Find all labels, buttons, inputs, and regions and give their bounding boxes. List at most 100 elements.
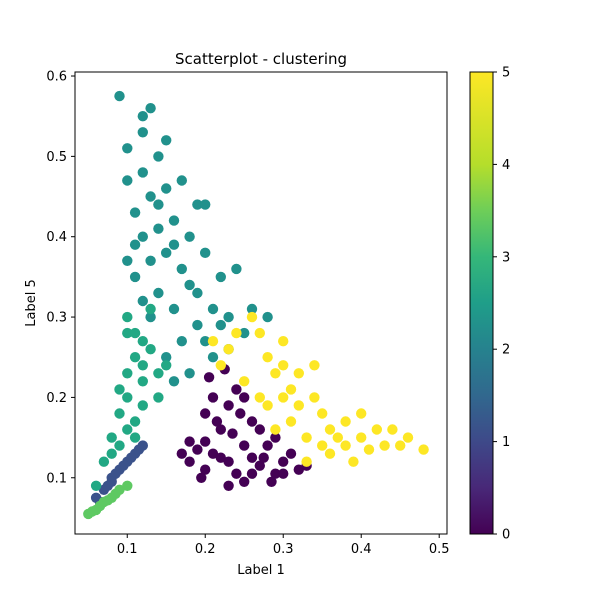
scatter-point-cluster-2 xyxy=(129,207,141,218)
scatter-point-cluster-2 xyxy=(137,167,148,178)
scatter-point-cluster-2 xyxy=(184,231,195,242)
scatter-point-cluster-2 xyxy=(168,303,180,315)
scatter-point-cluster-2 xyxy=(176,175,187,186)
scatter-point-cluster-2 xyxy=(153,151,164,162)
scatter-point-cluster-5 xyxy=(278,392,289,403)
scatter-point-cluster-3 xyxy=(129,352,141,363)
x-tick-label: 0.2 xyxy=(195,542,216,557)
scatter-point-cluster-5 xyxy=(317,440,328,451)
y-tick-label: 0.2 xyxy=(46,391,67,406)
scatter-point-cluster-5 xyxy=(402,432,414,443)
scatter-point-cluster-5 xyxy=(215,360,226,371)
scatter-point-cluster-2 xyxy=(161,247,172,258)
scatter-point-cluster-2 xyxy=(145,311,156,323)
scatter-point-cluster-3 xyxy=(145,303,156,315)
scatter-point-cluster-3 xyxy=(122,311,133,323)
scatter-point-cluster-2 xyxy=(145,191,156,202)
scatter-point-cluster-0 xyxy=(223,456,234,467)
scatter-point-cluster-0 xyxy=(278,456,289,467)
scatter-point-cluster-2 xyxy=(215,319,226,331)
scatter-point-cluster-2 xyxy=(192,319,203,331)
scatter-point-cluster-2 xyxy=(153,287,164,299)
scatter-point-cluster-3 xyxy=(122,368,133,379)
scatter-point-cluster-3 xyxy=(137,376,148,387)
scatter-point-cluster-0 xyxy=(207,392,219,403)
colorbar-tick-label: 2 xyxy=(502,343,510,358)
scatter-point-cluster-4 xyxy=(87,506,98,517)
scatter-point-cluster-2 xyxy=(192,199,203,210)
scatter-point-cluster-1 xyxy=(110,468,121,479)
plot-frame xyxy=(74,71,448,535)
scatter-point-cluster-0 xyxy=(270,432,281,443)
scatter-point-cluster-5 xyxy=(285,416,297,427)
scatter-point-cluster-5 xyxy=(301,456,312,467)
scatter-point-cluster-3 xyxy=(114,440,125,451)
scatter-point-cluster-5 xyxy=(356,408,367,419)
x-axis-ticks: 0.1 0.2 0.3 0.4 0.5 xyxy=(117,534,450,557)
scatter-point-cluster-0 xyxy=(223,480,234,491)
scatter-point-cluster-0 xyxy=(231,468,242,479)
scatter-point-cluster-5 xyxy=(278,360,289,371)
scatter-point-cluster-2 xyxy=(207,352,219,363)
x-tick-label: 0.4 xyxy=(351,542,372,557)
scatter-point-cluster-5 xyxy=(309,360,320,371)
scatter-point-cluster-2 xyxy=(176,263,187,275)
scatter-point-cluster-5 xyxy=(324,424,336,435)
colorbar-ticks: 0 1 2 3 4 5 xyxy=(493,66,510,543)
scatter-point-cluster-0 xyxy=(211,416,223,427)
scatter-point-cluster-5 xyxy=(332,432,343,443)
scatter-point-cluster-0 xyxy=(266,476,277,487)
scatter-point-cluster-2 xyxy=(168,376,180,387)
points-layer xyxy=(83,90,429,520)
scatter-point-cluster-3 xyxy=(114,408,125,419)
scatter-point-cluster-2 xyxy=(168,239,180,250)
scatter-point-cluster-3 xyxy=(98,456,110,467)
scatter-point-cluster-0 xyxy=(196,472,207,483)
scatter-point-cluster-0 xyxy=(254,424,265,435)
scatter-point-cluster-0 xyxy=(176,448,187,459)
scatter-point-cluster-4 xyxy=(102,495,114,506)
scatter-point-cluster-2 xyxy=(129,239,141,250)
scatter-point-cluster-2 xyxy=(207,303,219,315)
scatter-point-cluster-3 xyxy=(106,432,117,443)
scatter-point-cluster-5 xyxy=(395,440,406,451)
scatter-point-cluster-2 xyxy=(200,336,211,347)
scatter-point-cluster-3 xyxy=(106,448,117,459)
scatter-point-cluster-2 xyxy=(215,271,226,283)
colorbar-tick-label: 0 xyxy=(502,528,510,543)
scatter-point-cluster-0 xyxy=(184,456,195,467)
scatter-point-cluster-2 xyxy=(114,90,125,102)
scatter-point-cluster-5 xyxy=(324,448,336,459)
scatter-point-cluster-0 xyxy=(184,436,195,447)
scatter-point-cluster-3 xyxy=(129,327,141,339)
scatter-point-cluster-2 xyxy=(145,255,156,266)
y-tick-label: 0.1 xyxy=(46,471,67,486)
scatter-point-cluster-5 xyxy=(418,444,429,455)
chart-title: Scatterplot - clustering xyxy=(175,50,347,68)
scatter-point-cluster-3 xyxy=(129,416,141,427)
x-tick-label: 0.1 xyxy=(117,542,138,557)
scatter-point-cluster-2 xyxy=(184,279,195,291)
scatter-point-cluster-2 xyxy=(161,135,172,146)
scatter-point-cluster-2 xyxy=(262,311,273,323)
scatter-point-cluster-2 xyxy=(137,231,148,242)
scatter-point-cluster-0 xyxy=(239,476,250,487)
scatter-point-cluster-2 xyxy=(246,303,258,315)
scatter-point-cluster-2 xyxy=(192,287,203,299)
scatter-point-cluster-0 xyxy=(200,464,211,475)
scatter-point-cluster-2 xyxy=(137,111,148,122)
scatter-point-cluster-0 xyxy=(293,464,304,475)
scatter-point-cluster-5 xyxy=(223,344,234,355)
scatter-point-cluster-5 xyxy=(363,444,375,455)
scatter-point-cluster-2 xyxy=(145,103,156,114)
scatter-point-cluster-5 xyxy=(371,424,382,435)
scatter-point-cluster-1 xyxy=(126,452,137,463)
scatter-point-cluster-0 xyxy=(207,448,219,459)
scatter-point-cluster-5 xyxy=(340,440,351,451)
scatter-point-cluster-4 xyxy=(94,500,106,512)
scatter-point-cluster-0 xyxy=(239,440,250,451)
scatter-point-cluster-5 xyxy=(379,440,390,451)
scatter-point-cluster-3 xyxy=(153,392,164,403)
